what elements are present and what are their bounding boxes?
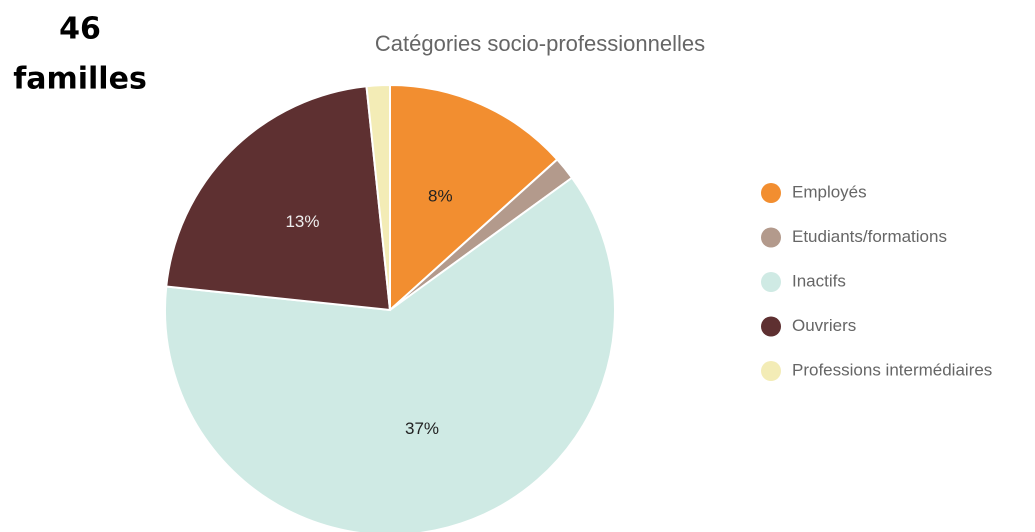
legend-swatch [761,361,781,381]
legend-label: Employés [792,182,867,201]
legend-label: Etudiants/formations [792,227,947,246]
data-label: 8% [428,186,453,205]
pie-slice [389,83,559,313]
pie-slice [365,83,391,311]
legend-label: Inactifs [792,271,846,290]
legend-swatch [761,272,781,292]
annotation: familles [13,62,147,97]
legend-swatch [761,316,781,337]
pie-slice [164,176,616,532]
legend-label: Professions intermédiaires [792,360,992,379]
chart-title: Catégories socio-professionnelles [375,31,705,56]
data-label: 13% [285,212,319,231]
legend-swatch [761,183,781,203]
legend-swatch [761,227,781,248]
annotation: 46 [59,12,101,47]
pie-slice [165,85,392,312]
data-label: 37% [405,419,439,438]
legend-label: Ouvriers [792,316,856,335]
